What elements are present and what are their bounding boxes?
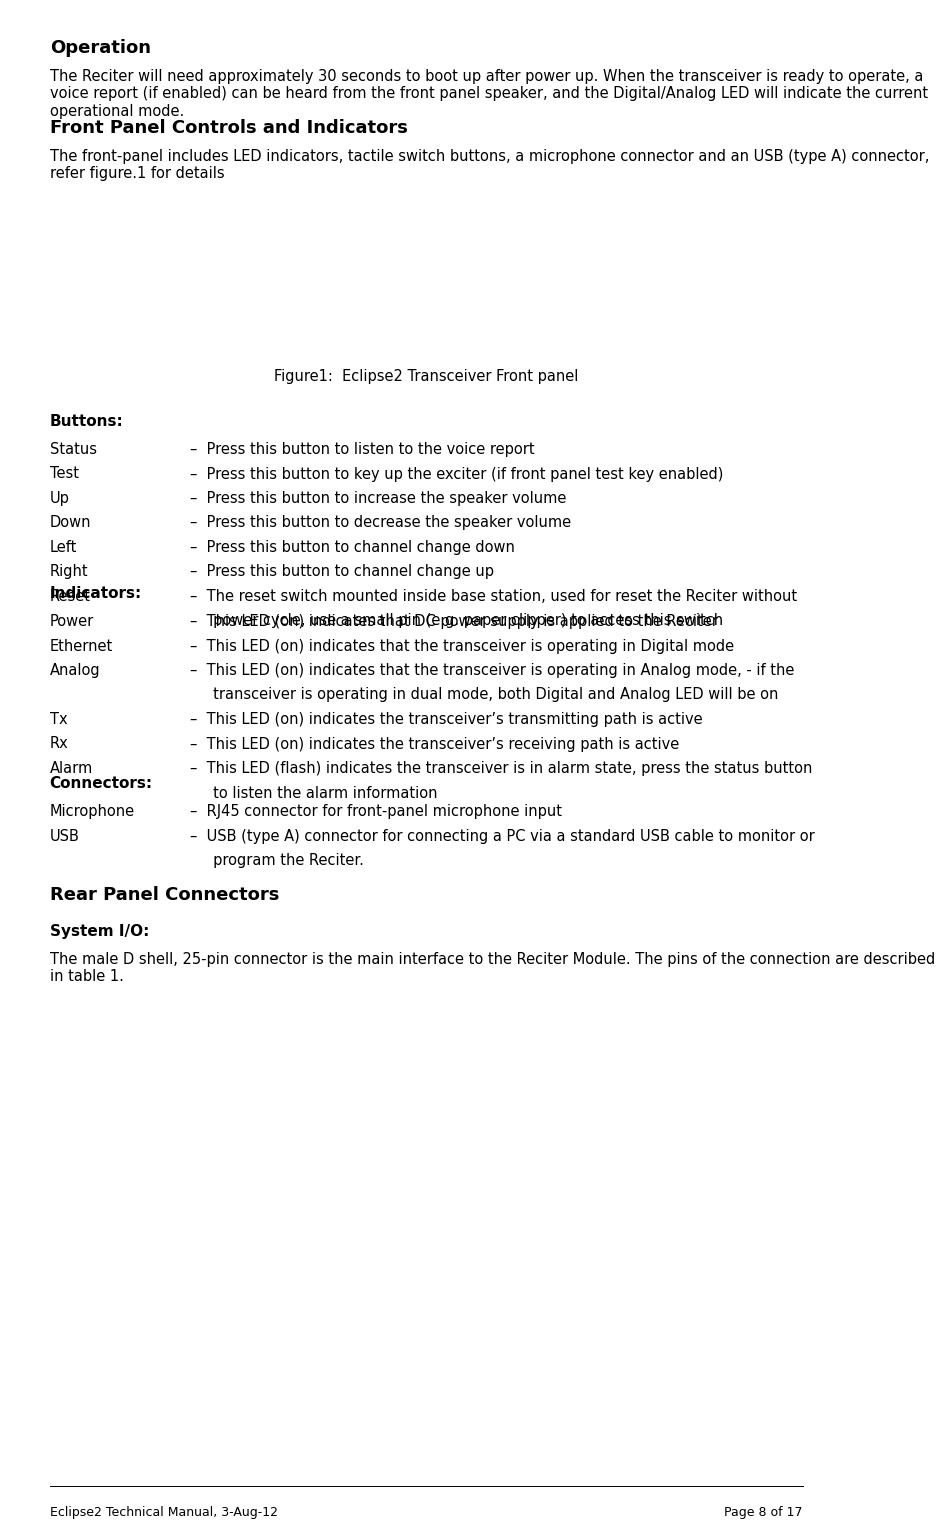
Text: Rx: Rx xyxy=(50,736,68,751)
Text: The Reciter will need approximately 30 seconds to boot up after power up. When t: The Reciter will need approximately 30 s… xyxy=(50,69,928,119)
Text: –  This LED (on) indicates that the transceiver is operating in Analog mode, - i: – This LED (on) indicates that the trans… xyxy=(190,663,794,678)
Text: –  This LED (on) indicates that the transceiver is operating in Digital mode: – This LED (on) indicates that the trans… xyxy=(190,639,733,654)
Text: Power: Power xyxy=(50,614,93,629)
Text: The front-panel includes LED indicators, tactile switch buttons, a microphone co: The front-panel includes LED indicators,… xyxy=(50,149,929,181)
Text: Indicators:: Indicators: xyxy=(50,587,142,600)
Text: –  Press this button to channel change up: – Press this button to channel change up xyxy=(190,564,494,579)
Text: Ethernet: Ethernet xyxy=(50,639,113,654)
Text: Down: Down xyxy=(50,515,92,530)
Text: transceiver is operating in dual mode, both Digital and Analog LED will be on: transceiver is operating in dual mode, b… xyxy=(190,687,778,703)
Text: Tx: Tx xyxy=(50,712,67,727)
Text: power cycle, use a small pin (e.g. paper clipper) to access this switch: power cycle, use a small pin (e.g. paper… xyxy=(190,614,723,628)
Text: program the Reciter.: program the Reciter. xyxy=(190,853,363,869)
Text: to listen the alarm information: to listen the alarm information xyxy=(190,785,437,800)
Text: –  USB (type A) connector for connecting a PC via a standard USB cable to monito: – USB (type A) connector for connecting … xyxy=(190,829,815,843)
Text: Microphone: Microphone xyxy=(50,805,135,818)
Text: Rear Panel Connectors: Rear Panel Connectors xyxy=(50,885,279,904)
Text: Operation: Operation xyxy=(50,40,151,56)
Text: System I/O:: System I/O: xyxy=(50,924,149,939)
Text: Connectors:: Connectors: xyxy=(50,776,153,791)
Text: –  RJ45 connector for front-panel microphone input: – RJ45 connector for front-panel microph… xyxy=(190,805,562,818)
Text: Analog: Analog xyxy=(50,663,100,678)
Text: Figure1:  Eclipse2 Transceiver Front panel: Figure1: Eclipse2 Transceiver Front pane… xyxy=(274,369,579,384)
Text: –  Press this button to increase the speaker volume: – Press this button to increase the spea… xyxy=(190,491,566,506)
Text: Left: Left xyxy=(50,539,77,555)
Text: Front Panel Controls and Indicators: Front Panel Controls and Indicators xyxy=(50,119,408,137)
Text: –  This LED (flash) indicates the transceiver is in alarm state, press the statu: – This LED (flash) indicates the transce… xyxy=(190,760,812,776)
Text: Reset: Reset xyxy=(50,588,91,604)
Text: Buttons:: Buttons: xyxy=(50,415,124,428)
Text: –  The reset switch mounted inside base station, used for reset the Reciter with: – The reset switch mounted inside base s… xyxy=(190,588,797,604)
Text: –  This LED (on) indicates the transceiver’s transmitting path is active: – This LED (on) indicates the transceive… xyxy=(190,712,702,727)
Text: –  Press this button to channel change down: – Press this button to channel change do… xyxy=(190,539,514,555)
Text: Up: Up xyxy=(50,491,70,506)
Text: Status: Status xyxy=(50,442,96,457)
Text: Alarm: Alarm xyxy=(50,760,93,776)
Text: Right: Right xyxy=(50,564,89,579)
Text: USB: USB xyxy=(50,829,79,843)
Text: Test: Test xyxy=(50,466,78,482)
Text: –  This LED (on) indicates the transceiver’s receiving path is active: – This LED (on) indicates the transceive… xyxy=(190,736,679,751)
Text: –  This LED (on) indicates that DC power supply is applied to the Reciter: – This LED (on) indicates that DC power … xyxy=(190,614,717,629)
Text: The male D shell, 25-pin connector is the main interface to the Reciter Module. : The male D shell, 25-pin connector is th… xyxy=(50,952,935,985)
Text: –  Press this button to listen to the voice report: – Press this button to listen to the voi… xyxy=(190,442,534,457)
Text: Page 8 of 17: Page 8 of 17 xyxy=(724,1506,802,1519)
Text: Eclipse2 Technical Manual, 3-Aug-12: Eclipse2 Technical Manual, 3-Aug-12 xyxy=(50,1506,278,1519)
Text: –  Press this button to decrease the speaker volume: – Press this button to decrease the spea… xyxy=(190,515,571,530)
Text: –  Press this button to key up the exciter (if front panel test key enabled): – Press this button to key up the excite… xyxy=(190,466,723,482)
